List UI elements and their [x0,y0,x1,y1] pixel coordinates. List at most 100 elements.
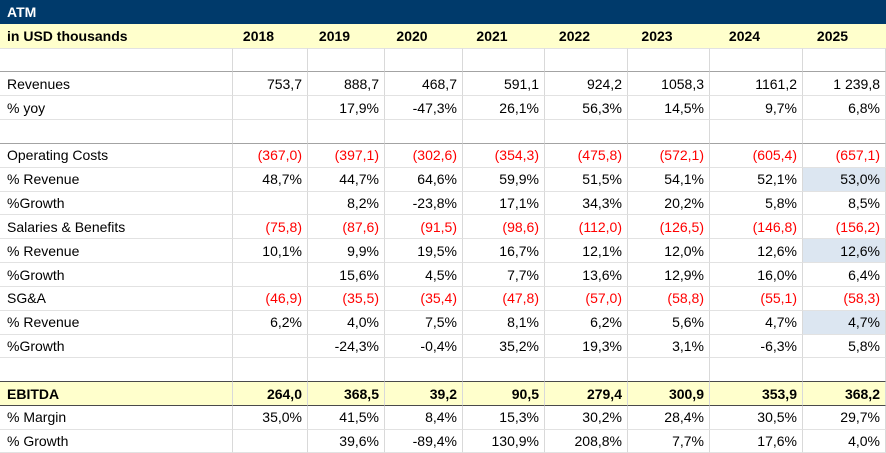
cell-empty-2020[interactable] [385,47,463,72]
cell-growth-2019[interactable]: 15,6% [308,262,385,286]
cell-revenue-2019[interactable]: 9,9% [308,238,385,263]
cell-sg-a-2022[interactable]: (57,0) [545,285,628,310]
row-label-revenue[interactable]: % Revenue [0,238,233,263]
cell-empty-2024[interactable] [710,119,803,143]
cell-sg-a-2018[interactable]: (46,9) [233,285,308,310]
cell-empty-2019[interactable] [308,47,385,72]
row-label-growth[interactable]: %Growth [0,333,233,358]
cell-salaries-benefits-2021[interactable]: (98,6) [463,214,545,239]
cell-growth-2020[interactable]: 4,5% [385,262,463,286]
year-header-2025[interactable]: 2025 [803,23,886,48]
row-label-operating-costs[interactable]: Operating Costs [0,142,233,167]
cell-growth-2022[interactable]: 34,3% [545,190,628,215]
cell-revenues-2021[interactable]: 591,1 [463,71,545,96]
row-label-margin[interactable]: % Margin [0,405,233,429]
row-label-salaries-benefits[interactable]: Salaries & Benefits [0,214,233,239]
cell-growth-2024[interactable]: -6,3% [710,333,803,358]
cell-revenue-2024[interactable]: 4,7% [710,309,803,334]
row-label-growth[interactable]: %Growth [0,190,233,215]
cell-growth-2023[interactable]: 12,9% [628,262,710,286]
row-label-yoy[interactable]: % yoy [0,95,233,120]
cell-empty-2020[interactable] [385,119,463,143]
cell-margin-2023[interactable]: 28,4% [628,405,710,429]
cell-operating-costs-2023[interactable]: (572,1) [628,142,710,167]
cell-revenue-2018[interactable]: 10,1% [233,238,308,263]
row-label-growth[interactable]: % Growth [0,428,233,453]
year-header-2020[interactable]: 2020 [385,23,463,48]
cell-margin-2024[interactable]: 30,5% [710,405,803,429]
cell-revenue-2018[interactable]: 6,2% [233,309,308,334]
cell-growth-2025[interactable]: 5,8% [803,333,886,358]
cell-empty-2021[interactable] [463,47,545,72]
cell-empty-2022[interactable] [545,47,628,72]
cell-salaries-benefits-2022[interactable]: (112,0) [545,214,628,239]
cell-sg-a-2025[interactable]: (58,3) [803,285,886,310]
cell-salaries-benefits-2024[interactable]: (146,8) [710,214,803,239]
cell-operating-costs-2020[interactable]: (302,6) [385,142,463,167]
cell-revenues-2025[interactable]: 1 239,8 [803,71,886,96]
cell-empty-2019[interactable] [308,119,385,143]
cell-revenue-2020[interactable]: 7,5% [385,309,463,334]
cell-growth-2022[interactable]: 13,6% [545,262,628,286]
cell-operating-costs-2022[interactable]: (475,8) [545,142,628,167]
cell-revenue-2025[interactable]: 53,0% [803,166,886,191]
cell-growth-2020[interactable]: -89,4% [385,428,463,453]
cell-growth-2020[interactable]: -0,4% [385,333,463,358]
cell-operating-costs-2018[interactable]: (367,0) [233,142,308,167]
year-header-2024[interactable]: 2024 [710,23,803,48]
cell-yoy-2021[interactable]: 26,1% [463,95,545,120]
cell-empty-2021[interactable] [463,357,545,382]
cell-sg-a-2019[interactable]: (35,5) [308,285,385,310]
cell-revenue-2021[interactable]: 16,7% [463,238,545,263]
cell-revenues-2020[interactable]: 468,7 [385,71,463,96]
cell-revenues-2022[interactable]: 924,2 [545,71,628,96]
cell-empty-2025[interactable] [803,47,886,72]
cell-salaries-benefits-2018[interactable]: (75,8) [233,214,308,239]
cell-revenue-2019[interactable]: 44,7% [308,166,385,191]
cell-growth-2024[interactable]: 17,6% [710,428,803,453]
cell-revenue-2021[interactable]: 8,1% [463,309,545,334]
cell-ebitda-2020[interactable]: 39,2 [385,381,463,406]
cell-sg-a-2023[interactable]: (58,8) [628,285,710,310]
cell-revenue-2022[interactable]: 6,2% [545,309,628,334]
cell-empty-2018[interactable] [233,357,308,382]
row-label-revenues[interactable]: Revenues [0,71,233,96]
cell-growth-2019[interactable]: 8,2% [308,190,385,215]
cell-ebitda-2023[interactable]: 300,9 [628,381,710,406]
cell-revenue-2022[interactable]: 12,1% [545,238,628,263]
cell-revenue-2019[interactable]: 4,0% [308,309,385,334]
cell-empty-2023[interactable] [628,47,710,72]
cell-operating-costs-2024[interactable]: (605,4) [710,142,803,167]
cell-empty-2018[interactable] [233,119,308,143]
year-header-2018[interactable]: 2018 [233,23,308,48]
cell-salaries-benefits-2023[interactable]: (126,5) [628,214,710,239]
cell-growth-2018[interactable] [233,333,308,358]
cell-empty-2024[interactable] [710,357,803,382]
cell-ebitda-2022[interactable]: 279,4 [545,381,628,406]
row-label-ebitda[interactable]: EBITDA [0,381,233,406]
cell-revenues-2019[interactable]: 888,7 [308,71,385,96]
row-label-revenue[interactable]: % Revenue [0,166,233,191]
cell-operating-costs-2019[interactable]: (397,1) [308,142,385,167]
cell-empty-2018[interactable] [233,47,308,72]
cell-growth-2024[interactable]: 5,8% [710,190,803,215]
cell-revenue-2025[interactable]: 12,6% [803,238,886,263]
row-label-growth[interactable]: %Growth [0,262,233,286]
cell-operating-costs-2025[interactable]: (657,1) [803,142,886,167]
cell-revenue-2024[interactable]: 12,6% [710,238,803,263]
cell-yoy-2018[interactable] [233,95,308,120]
cell-yoy-2023[interactable]: 14,5% [628,95,710,120]
cell-revenue-2023[interactable]: 54,1% [628,166,710,191]
cell-growth-2022[interactable]: 208,8% [545,428,628,453]
cell-revenue-2020[interactable]: 64,6% [385,166,463,191]
header-units-label[interactable]: in USD thousands [0,23,233,48]
cell-growth-2021[interactable]: 130,9% [463,428,545,453]
cell-margin-2022[interactable]: 30,2% [545,405,628,429]
cell-margin-2020[interactable]: 8,4% [385,405,463,429]
year-header-2022[interactable]: 2022 [545,23,628,48]
cell-salaries-benefits-2025[interactable]: (156,2) [803,214,886,239]
cell-growth-2019[interactable]: -24,3% [308,333,385,358]
cell-empty-2023[interactable] [628,357,710,382]
cell-sg-a-2021[interactable]: (47,8) [463,285,545,310]
cell-revenues-2018[interactable]: 753,7 [233,71,308,96]
